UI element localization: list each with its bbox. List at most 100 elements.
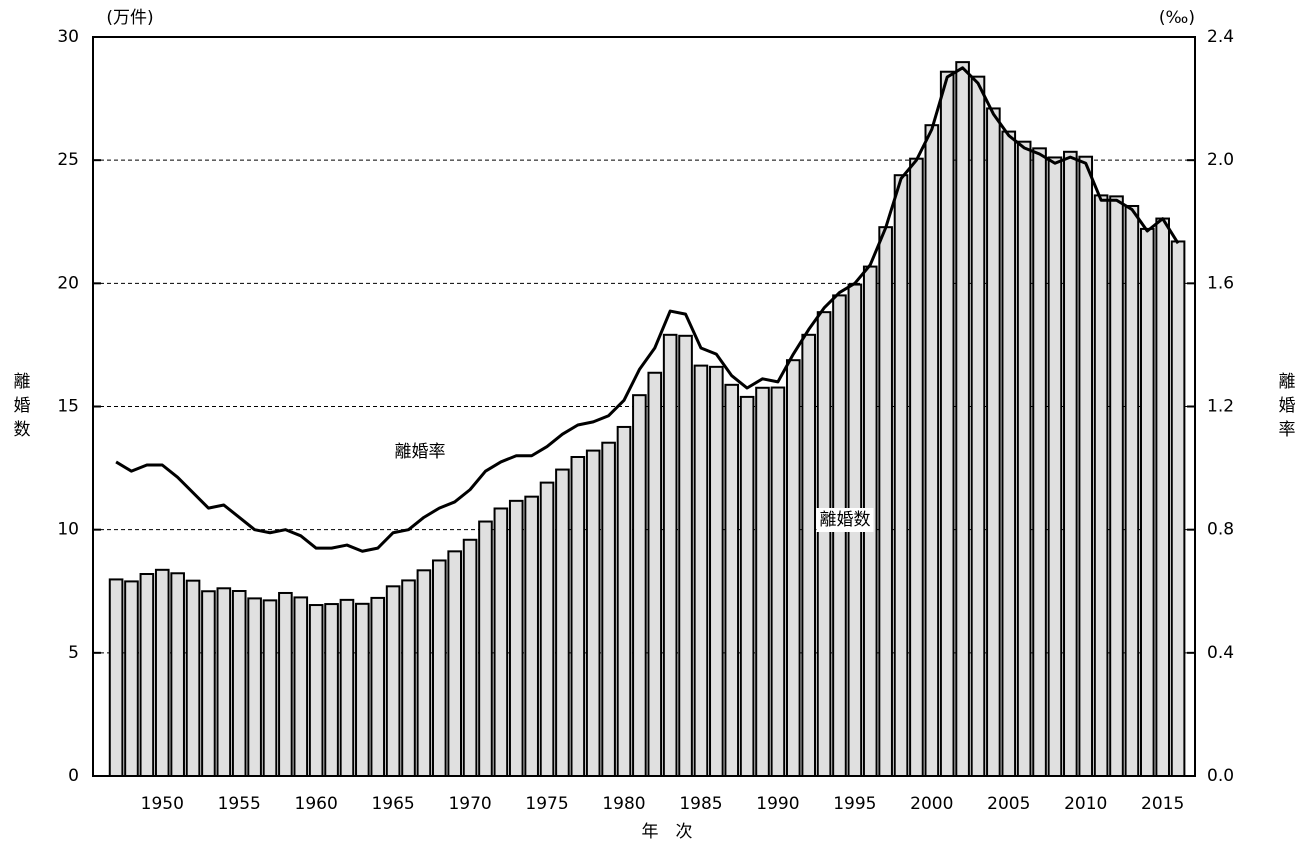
annotation-bg xyxy=(816,508,874,532)
bar xyxy=(570,455,586,777)
bar xyxy=(1047,156,1063,778)
y-tick-label: 20 xyxy=(57,273,79,293)
bar xyxy=(478,520,493,777)
x-label: 年 次 xyxy=(642,822,693,842)
x-tick-label: 1965 xyxy=(371,794,414,814)
y-unit: (万件) xyxy=(106,8,153,28)
bar xyxy=(185,579,201,777)
bar xyxy=(893,174,909,777)
bar xyxy=(247,597,262,778)
annotation: 離婚率 xyxy=(395,442,446,462)
axis-label: 離婚率 xyxy=(1279,372,1296,440)
bar xyxy=(231,590,247,777)
y2-unit: (‰) xyxy=(1159,8,1195,28)
bar xyxy=(785,359,801,777)
x-tick-label: 1960 xyxy=(295,794,338,814)
bar xyxy=(755,386,770,777)
y2-tick-label: 2.0 xyxy=(1207,150,1234,170)
y2-tick-label: 0.0 xyxy=(1207,766,1234,786)
bar xyxy=(770,386,786,777)
x-tick-label: 2015 xyxy=(1141,794,1184,814)
x-tick-label: 2000 xyxy=(910,794,953,814)
bar xyxy=(1170,240,1186,777)
x-tick-label: 1995 xyxy=(833,794,876,814)
bar xyxy=(493,507,509,777)
bar xyxy=(816,311,832,777)
bar xyxy=(616,425,632,777)
bar xyxy=(416,569,432,777)
axis-label: 離婚数 xyxy=(14,372,31,440)
line xyxy=(115,66,1180,553)
bar xyxy=(632,394,647,777)
x-tick-label: 1985 xyxy=(679,794,722,814)
bar xyxy=(278,591,293,777)
bar xyxy=(308,604,324,778)
bar xyxy=(1001,130,1017,778)
bar xyxy=(539,481,555,777)
x-tick-label: 1955 xyxy=(218,794,261,814)
y-tick-label: 5 xyxy=(68,643,79,663)
bar xyxy=(1078,155,1094,777)
bar xyxy=(154,568,170,777)
y2-tick-label: 2.4 xyxy=(1207,27,1234,47)
bar xyxy=(555,468,570,777)
bar xyxy=(878,226,893,778)
bar xyxy=(801,333,816,777)
y-tick-label: 30 xyxy=(57,27,79,47)
x-tick-label: 1975 xyxy=(525,794,568,814)
bar xyxy=(108,578,124,778)
bar xyxy=(832,294,847,777)
bar xyxy=(709,365,724,777)
bar xyxy=(647,371,663,777)
y-tick-label: 25 xyxy=(57,150,79,170)
bar xyxy=(1093,194,1109,777)
bar xyxy=(216,587,232,777)
x-tick-label: 1990 xyxy=(756,794,799,814)
bar xyxy=(170,572,185,777)
bar xyxy=(262,599,278,777)
bar xyxy=(524,495,539,777)
x-tick-label: 2010 xyxy=(1064,794,1107,814)
bar xyxy=(1124,204,1140,777)
annotation-bg xyxy=(391,440,449,464)
bar xyxy=(447,550,463,777)
bar xyxy=(139,573,155,777)
bar xyxy=(401,579,416,777)
bar xyxy=(909,157,924,777)
x-tick-label: 1980 xyxy=(602,794,645,814)
plot-frame xyxy=(92,36,1196,777)
x-tick-label: 2005 xyxy=(987,794,1030,814)
bar xyxy=(678,334,693,777)
y2-tick-label: 1.2 xyxy=(1207,397,1234,417)
bar xyxy=(662,333,678,777)
bar xyxy=(385,585,401,777)
x-tick-label: 1950 xyxy=(141,794,184,814)
annotation: 離婚数 xyxy=(820,510,871,530)
bar xyxy=(986,107,1001,778)
bar xyxy=(955,61,970,778)
bar xyxy=(324,603,339,777)
bar xyxy=(462,538,478,778)
bar xyxy=(939,70,955,778)
x-tick-label: 1970 xyxy=(448,794,491,814)
y2-tick-label: 0.4 xyxy=(1207,643,1234,663)
bar xyxy=(370,596,386,777)
bar xyxy=(355,602,370,777)
y2-tick-label: 1.6 xyxy=(1207,273,1234,293)
bar xyxy=(201,590,216,777)
bar xyxy=(1155,217,1170,777)
y-tick-label: 0 xyxy=(68,766,79,786)
y-tick-label: 15 xyxy=(57,397,79,417)
y-tick-label: 10 xyxy=(57,520,79,540)
bar xyxy=(970,75,986,777)
bar xyxy=(431,559,447,777)
bar xyxy=(508,499,524,777)
bar xyxy=(739,395,755,777)
bar xyxy=(1016,140,1032,778)
y2-tick-label: 0.8 xyxy=(1207,520,1234,540)
bar xyxy=(124,580,139,777)
bar xyxy=(1032,147,1047,778)
bar xyxy=(339,598,355,777)
bar xyxy=(724,383,740,777)
